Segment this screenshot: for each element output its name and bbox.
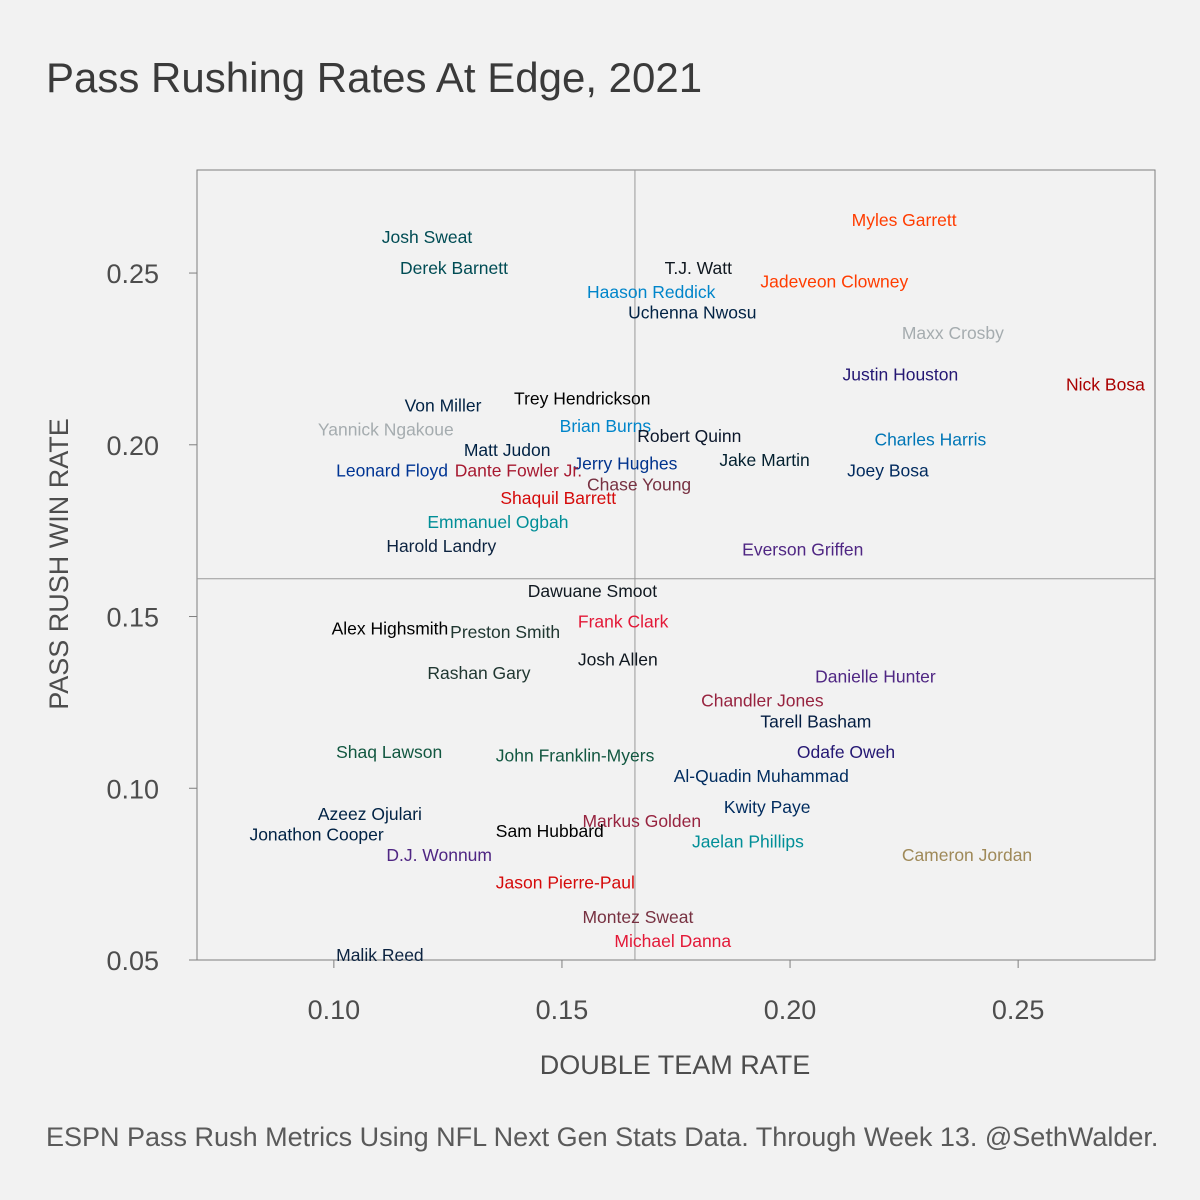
point-label: Justin Houston — [843, 364, 959, 384]
point-label: Uchenna Nwosu — [628, 303, 756, 323]
point-label: Dawuane Smoot — [528, 581, 658, 601]
y-tick-label: 0.20 — [106, 431, 159, 461]
x-tick-label: 0.15 — [536, 995, 589, 1025]
chart-title: Pass Rushing Rates At Edge, 2021 — [46, 54, 703, 101]
point-label: Josh Allen — [578, 649, 658, 669]
point-label: Joey Bosa — [847, 461, 929, 481]
point-label: Al-Quadin Muhammad — [674, 766, 849, 786]
point-label: John Franklin-Myers — [496, 746, 655, 766]
point-label: Emmanuel Ogbah — [427, 512, 568, 532]
point-label: Kwity Paye — [724, 797, 811, 817]
y-tick-label: 0.10 — [106, 774, 159, 804]
y-tick-label: 0.05 — [106, 946, 159, 976]
point-label: D.J. Wonnum — [386, 845, 492, 865]
point-label: Jadeveon Clowney — [760, 272, 908, 292]
point-label: Harold Landry — [386, 536, 496, 556]
point-label: Jonathon Cooper — [249, 825, 383, 845]
plot-frame — [196, 169, 1156, 961]
x-axis: 0.10 0.15 0.20 0.25 — [308, 960, 1045, 1025]
point-label: Shaquil Barrett — [500, 488, 616, 508]
point-label: Leonard Floyd — [336, 461, 448, 481]
point-label: Azeez Ojulari — [318, 804, 422, 824]
y-tick-label: 0.15 — [106, 603, 159, 633]
point-label: Alex Highsmith — [332, 619, 449, 639]
y-axis-title: PASS RUSH WIN RATE — [44, 418, 74, 710]
point-label: Sam Hubbard — [496, 821, 604, 841]
point-label: Danielle Hunter — [815, 667, 936, 687]
point-label: Montez Sweat — [582, 907, 693, 927]
point-label: Maxx Crosby — [902, 323, 1004, 343]
player-labels: Myles Garrett Josh Sweat T.J. Watt Derek Ba… — [249, 210, 1145, 965]
point-label: Frank Clark — [578, 612, 669, 632]
point-label: Jake Martin — [719, 450, 809, 470]
point-label: Trey Hendrickson — [514, 388, 650, 408]
point-label: Brian Burns — [560, 416, 652, 436]
point-label: Rashan Gary — [427, 663, 530, 683]
y-axis: 0.05 0.10 0.15 0.20 0.25 — [106, 259, 197, 976]
point-label: Jerry Hughes — [573, 454, 677, 474]
point-label: Von Miller — [405, 395, 482, 415]
point-label: Malik Reed — [336, 945, 424, 965]
point-label: Yannick Ngakoue — [318, 419, 454, 439]
point-label: Haason Reddick — [587, 282, 716, 302]
y-tick-label: 0.25 — [106, 259, 159, 289]
point-label: Chandler Jones — [701, 691, 824, 711]
point-label: T.J. Watt — [665, 258, 733, 278]
point-label: Shaq Lawson — [336, 742, 442, 762]
x-axis-title: DOUBLE TEAM RATE — [540, 1050, 811, 1080]
point-label: Josh Sweat — [382, 227, 473, 247]
point-label: Nick Bosa — [1066, 375, 1145, 395]
point-label: Markus Golden — [582, 811, 701, 831]
point-label: Dante Fowler Jr. — [455, 461, 582, 481]
point-label: Derek Barnett — [400, 258, 508, 278]
point-label: Odafe Oweh — [797, 742, 895, 762]
x-tick-label: 0.25 — [992, 995, 1045, 1025]
point-label: Robert Quinn — [637, 426, 741, 446]
point-label: Preston Smith — [450, 622, 560, 642]
point-label: Jaelan Phillips — [692, 832, 804, 852]
point-label: Michael Danna — [614, 931, 731, 951]
point-label: Everson Griffen — [742, 540, 863, 560]
point-label: Charles Harris — [874, 430, 986, 450]
x-tick-label: 0.20 — [764, 995, 817, 1025]
chart-caption: ESPN Pass Rush Metrics Using NFL Next Ge… — [46, 1122, 1159, 1152]
point-label: Myles Garrett — [852, 210, 957, 230]
point-label: Cameron Jordan — [902, 845, 1032, 865]
x-tick-label: 0.10 — [308, 995, 361, 1025]
point-label: Tarell Basham — [760, 711, 871, 731]
point-label: Chase Young — [587, 474, 691, 494]
point-label: Jason Pierre-Paul — [496, 873, 635, 893]
point-label: Matt Judon — [464, 440, 551, 460]
